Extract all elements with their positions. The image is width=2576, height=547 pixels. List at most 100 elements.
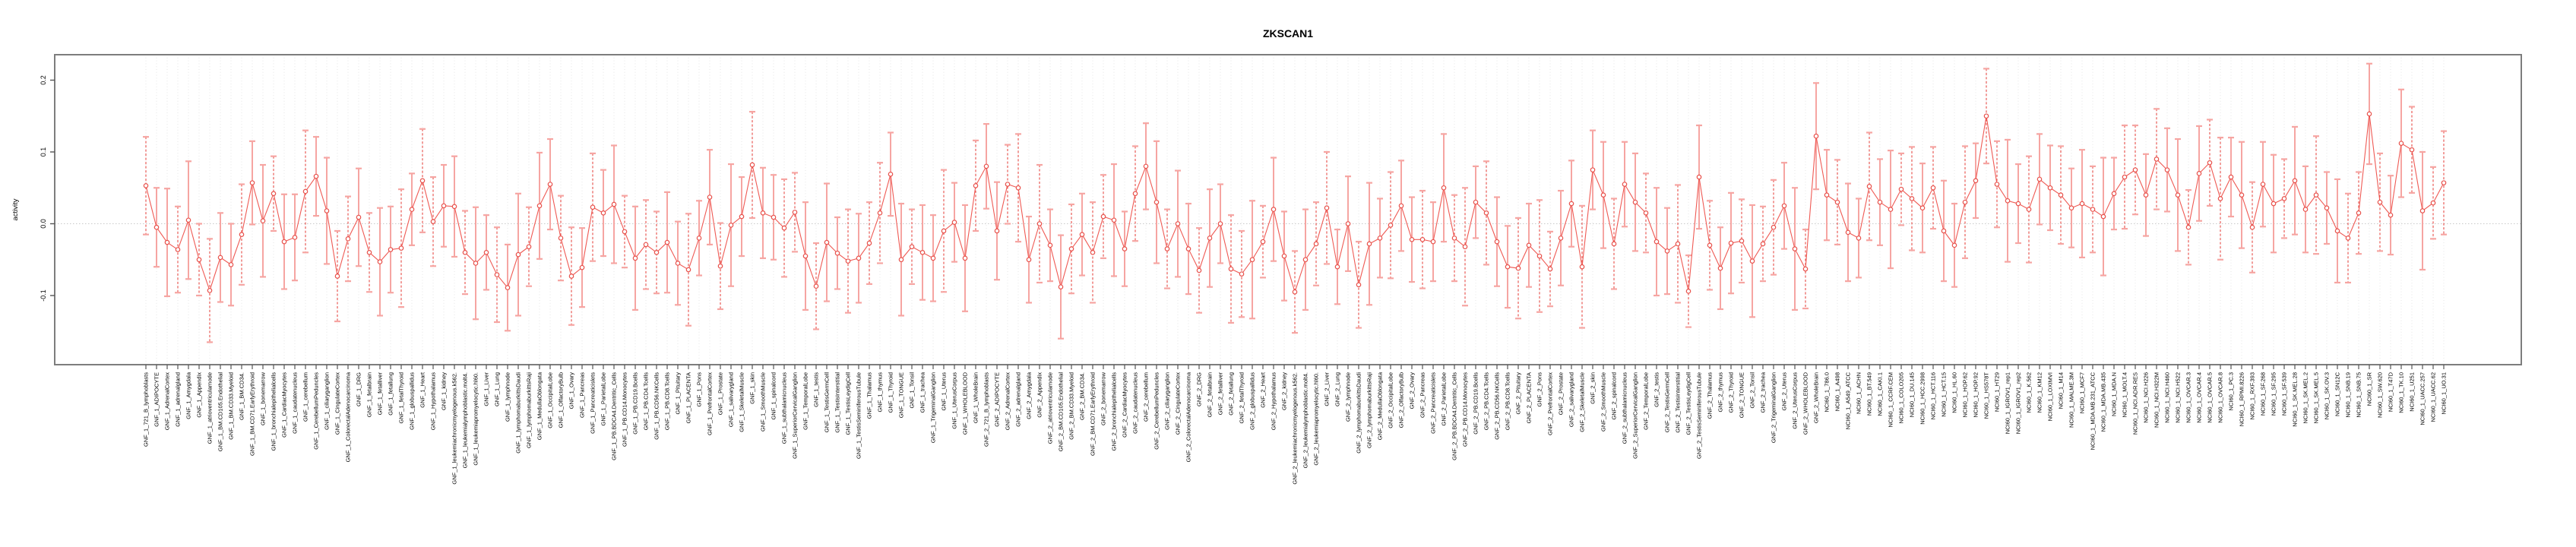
data-point-marker	[1196, 267, 1202, 274]
data-point-marker	[643, 242, 649, 248]
x-tick-label: GNF_1_globuspallidus	[409, 372, 416, 430]
x-tick-label: NCI60_1_IGROV1_rep2	[2015, 372, 2022, 434]
data-point-marker	[1143, 163, 1149, 169]
data-point-marker	[2430, 200, 2436, 206]
x-tick-label: GNF_1_Lung	[494, 372, 501, 406]
x-tick-label: NCI60_1_BT.549	[1866, 372, 1873, 416]
x-tick-label: NCI60_1_MDA.MB.231_ATCC	[2090, 372, 2097, 450]
data-point-marker	[1100, 213, 1106, 220]
data-point-marker	[1281, 253, 1287, 259]
data-point-marker	[302, 188, 309, 194]
x-tick-label: GNF_1_adrenalgland	[175, 372, 182, 427]
x-tick-label: GNF_1_lymphnode	[505, 372, 511, 422]
x-tick-label: GNF_1_TestisSeminiferousTubule	[856, 372, 862, 459]
data-point-marker	[590, 204, 596, 210]
data-point-marker	[1132, 191, 1138, 197]
data-point-marker	[1505, 264, 1511, 270]
x-tick-label: GNF_2_Amygdala	[1026, 372, 1033, 419]
x-tick-label: NCI60_1_NCI.H522	[2175, 372, 2182, 423]
data-point-marker	[494, 272, 500, 277]
x-tick-label: GNF_1_MedullaOblongata	[536, 372, 543, 440]
data-point-marker	[2047, 185, 2053, 191]
x-tick-label: GNF_2_SkeletalMuscle	[1579, 372, 1586, 432]
data-point-marker	[802, 253, 809, 259]
x-tick-label: GNF_2_Hypothalamus	[1271, 372, 1277, 431]
x-tick-label: NCI60_1_NCI.ADR.RES	[2132, 372, 2139, 435]
x-tick-label: NCI60_1_HCT.15	[1941, 372, 1948, 417]
data-point-marker	[973, 183, 979, 188]
data-point-marker	[717, 263, 723, 269]
data-point-marker	[1568, 201, 1574, 207]
data-point-marker	[2036, 176, 2043, 182]
x-tick-label: NCI60_1_RXF.393	[2249, 372, 2256, 420]
x-tick-label: GNF_2_PB.CD56.NKCells	[1494, 372, 1501, 440]
data-point-marker	[1356, 282, 1362, 288]
data-point-marker	[164, 239, 170, 245]
data-point-marker	[1441, 185, 1447, 191]
data-point-marker	[143, 183, 149, 188]
data-point-marker	[1707, 242, 1713, 248]
data-point-marker	[2419, 208, 2426, 213]
data-point-marker	[2005, 198, 2011, 204]
x-tick-label: NCI60_1_HOP.92	[1973, 372, 1979, 417]
data-point-marker	[1951, 242, 1957, 248]
x-tick-label: GNF_1_PB.BDCA4.Dentritic_Cells	[611, 372, 618, 460]
x-tick-label: NCI60_1_NCI.H226	[2143, 372, 2150, 423]
data-point-marker	[281, 239, 287, 245]
x-tick-label: GNF_2_leukemiachronicmyelogenous.k562.	[1292, 372, 1299, 485]
data-point-marker	[1015, 185, 1021, 191]
data-point-marker	[1058, 284, 1064, 289]
data-point-marker	[1749, 258, 1755, 264]
x-tick-label: NCI60_1_MOLT.4	[2122, 372, 2128, 417]
x-tick-label: NCI60_1_A498	[1834, 372, 1841, 411]
x-tick-label: NCI60_1_OVCAR.4	[2196, 372, 2203, 423]
x-tick-label: GNF_2_Thyroid	[1728, 372, 1735, 413]
data-point-marker	[1111, 217, 1117, 223]
data-point-marker	[653, 249, 660, 255]
data-point-marker	[1398, 203, 1404, 209]
data-point-marker	[2292, 178, 2298, 184]
x-tick-label: GNF_1_OlfactoryBulb	[558, 372, 565, 428]
x-tick-label: GNF_2_PB.CD8.Tcells	[1505, 372, 1511, 431]
data-point-marker	[2313, 192, 2319, 198]
x-tick-label: GNF_2_AdrenalCortex	[1005, 372, 1011, 431]
data-point-marker	[547, 182, 553, 187]
data-point-marker	[2260, 182, 2266, 187]
x-tick-label: NCI60_1_MDA.N	[2111, 372, 2118, 416]
data-point-marker	[2122, 174, 2128, 180]
x-tick-label: GNF_1_721_B_lymphoblasts	[143, 372, 150, 447]
x-tick-label: GNF_1_Appendix	[196, 372, 203, 418]
x-tick-label: GNF_1_leukemiachronicmyelogenous.k562.	[451, 372, 458, 485]
x-tick-label: NCI60_1_SF.268	[2260, 372, 2267, 416]
x-tick-label: GNF_2_Pancreaticislets	[1430, 372, 1437, 434]
data-point-marker	[2271, 201, 2277, 207]
x-tick-label: GNF_1_caudatenucleus	[292, 372, 299, 434]
data-point-marker	[313, 173, 319, 179]
data-point-marker	[2143, 192, 2149, 198]
x-tick-label: GNF_1_BM.CD71.EarlyErythroid	[249, 372, 256, 456]
x-tick-label: GNF_1_TemporalLobe	[802, 372, 809, 430]
x-tick-label: GNF_2_721_B_lymphoblasts	[983, 372, 990, 447]
x-tick-label: GNF_1_CardiacMyocytes	[281, 372, 288, 438]
x-tick-label: NCI60_1_DU.145	[1909, 372, 1916, 417]
x-tick-label: GNF_1_kidney	[441, 372, 448, 410]
data-point-marker	[441, 203, 447, 209]
data-point-marker	[1324, 205, 1330, 211]
x-tick-label: NCI60_1_CCRF.CEM	[1888, 372, 1894, 428]
data-point-marker	[1068, 246, 1074, 251]
x-tick-label: GNF_2_fetalliver	[1217, 372, 1224, 416]
x-tick-label: NCI60_1_SW.620	[2377, 372, 2384, 418]
data-point-marker	[409, 207, 415, 212]
data-point-marker	[175, 247, 181, 252]
data-point-marker	[1292, 289, 1298, 295]
data-point-marker	[1090, 249, 1096, 255]
data-point-marker	[1302, 257, 1309, 263]
data-point-marker	[707, 194, 713, 200]
data-point-marker	[2090, 207, 2096, 212]
x-tick-label: GNF_1_BM.CD34.	[239, 372, 245, 420]
x-tick-label: GNF_2_PB.CD4.Tcells	[1483, 372, 1490, 431]
data-point-marker	[1462, 244, 1468, 250]
data-point-marker	[2207, 160, 2213, 166]
data-point-marker	[207, 288, 213, 293]
y-tick-label: 0.2	[40, 75, 47, 85]
